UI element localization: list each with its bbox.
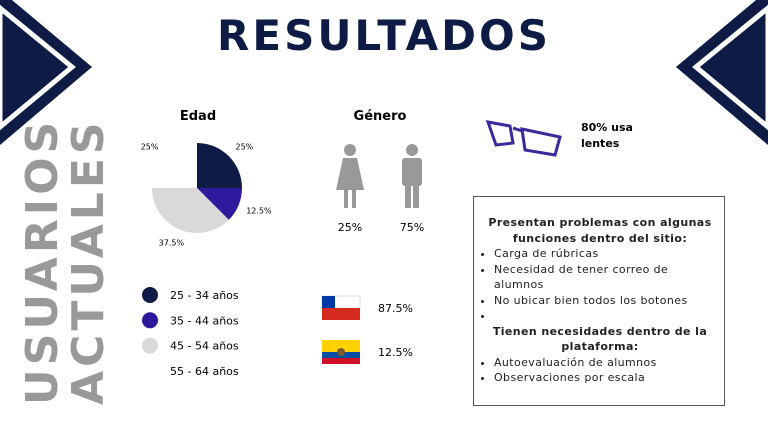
problems-list: Carga de rúbricasNecesidad de tener corr… (482, 246, 718, 308)
female-percent: 25% (338, 221, 362, 234)
chile-flag (321, 295, 361, 320)
ecuador-flag (322, 340, 360, 364)
needs-list: Autoevaluación de alumnosObservaciones p… (482, 355, 718, 386)
corner-right-stripe (692, 4, 768, 131)
glasses-line: lentes (581, 137, 620, 150)
legend-swatch (142, 287, 158, 303)
pie-label: 25% (141, 142, 159, 151)
list-item: Carga de rúbricas (494, 246, 718, 262)
male-icon (402, 144, 422, 208)
glasses-line: 80% usa (581, 121, 633, 134)
empty-bullet (482, 308, 718, 324)
pie-label: 25% (235, 142, 253, 151)
list-item: Autoevaluación de alumnos (494, 355, 718, 371)
pie-slice (197, 188, 242, 220)
legend-swatch (142, 312, 158, 329)
pie-label: 12.5% (246, 207, 272, 216)
pie-label: 37.5% (159, 239, 185, 248)
side-title: USUARIOS (17, 118, 68, 405)
female-icon (336, 144, 364, 208)
side-title: ACTUALES (63, 118, 114, 405)
pie-title: Edad (180, 109, 216, 124)
ecuador-percent: 12.5% (378, 346, 413, 359)
list-item: Necesidad de tener correo de alumnos (494, 262, 718, 293)
problems-title: Presentan problemas con algunas funcione… (488, 216, 712, 245)
pie-slice (152, 143, 197, 188)
chile-percent: 87.5% (378, 302, 413, 315)
needs-title: Tienen necesidades dentro de la platafor… (492, 324, 708, 354)
legend-label: 55 - 64 años (170, 365, 239, 378)
list-item: No ubicar bien todos los botones (494, 293, 718, 309)
legend-swatch (142, 337, 158, 354)
findings-box: Presentan problemas con algunas funcione… (473, 196, 725, 406)
pie-slice (152, 188, 229, 233)
male-percent: 75% (400, 221, 424, 234)
slide-title: RESULTADOS (217, 11, 551, 60)
corner-left-stripe (0, 4, 76, 131)
pie-slice (197, 143, 242, 188)
glasses-icon (485, 120, 562, 157)
gender-title: Género (354, 109, 407, 124)
list-item: Observaciones por escala (494, 370, 718, 386)
legend-label: 35 - 44 años (170, 314, 239, 327)
legend-label: 45 - 54 años (170, 340, 239, 353)
legend-label: 25 - 34 años (170, 289, 239, 302)
legend-swatch (142, 362, 158, 379)
glasses-text: 80% usa lentes (581, 121, 633, 150)
